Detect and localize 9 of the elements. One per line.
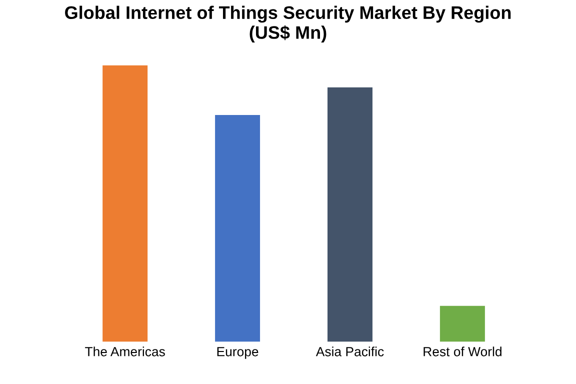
bar bbox=[327, 87, 372, 342]
bar bbox=[215, 115, 260, 342]
x-tick-label: Rest of World bbox=[424, 346, 502, 356]
bar bbox=[102, 65, 148, 342]
bar bbox=[440, 306, 485, 342]
x-tick-label: Europe bbox=[217, 347, 258, 359]
x-tick-label: Asia Pacific bbox=[316, 346, 384, 356]
chart-title: Global Internet of Things Security Market By Region (US$ Mn) bbox=[65, 6, 511, 42]
x-tick-label: The Americas bbox=[85, 346, 165, 356]
